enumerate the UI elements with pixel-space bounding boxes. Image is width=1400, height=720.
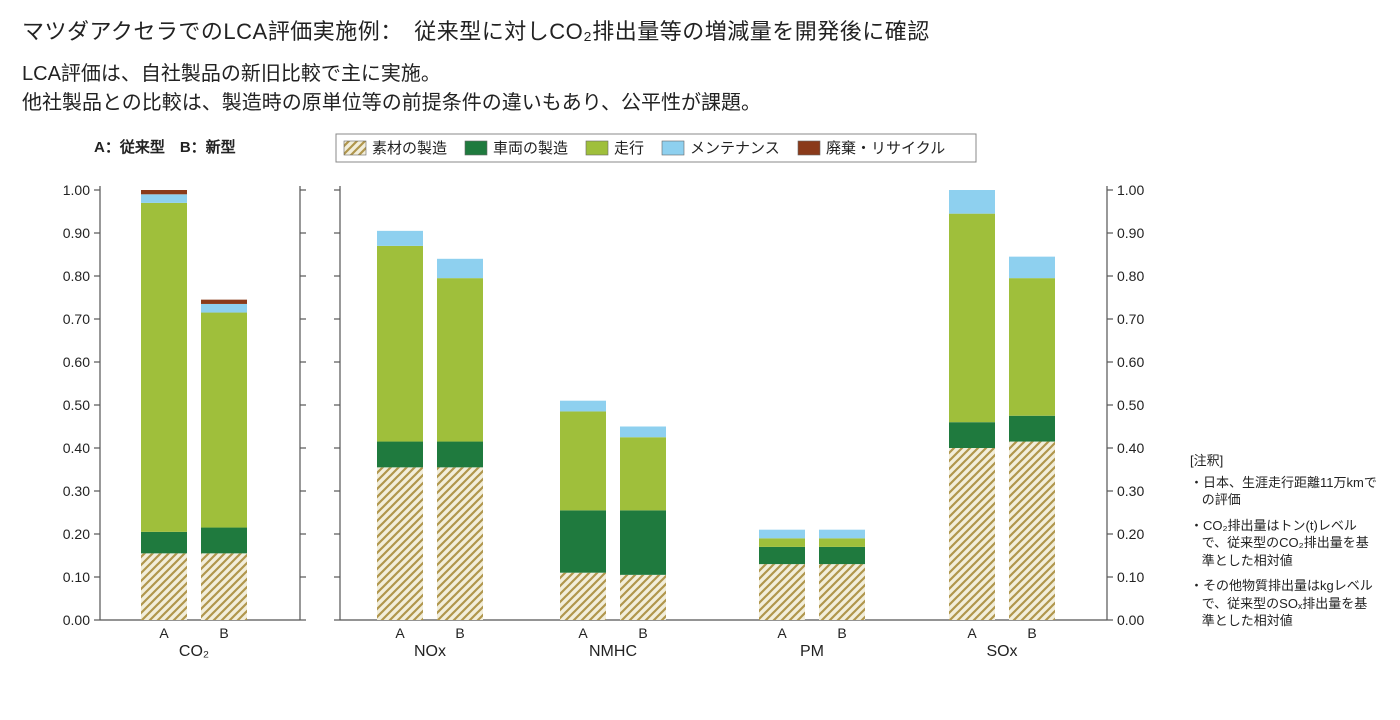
svg-text:NOx: NOx xyxy=(414,643,446,660)
svg-text:0.00: 0.00 xyxy=(63,612,90,628)
svg-text:0.10: 0.10 xyxy=(1117,569,1144,585)
svg-text:0.40: 0.40 xyxy=(63,440,90,456)
svg-text:A: A xyxy=(777,625,787,641)
svg-text:0.90: 0.90 xyxy=(63,225,90,241)
svg-text:A: A xyxy=(578,625,588,641)
svg-text:B: B xyxy=(638,625,647,641)
svg-text:PM: PM xyxy=(800,643,824,660)
svg-text:0.70: 0.70 xyxy=(1117,311,1144,327)
svg-text:0.00: 0.00 xyxy=(1117,612,1144,628)
page-title: マツダアクセラでのLCA評価実施例： 従来型に対しCO₂排出量等の増減量を開発後… xyxy=(22,14,1378,46)
chart-area: A：従来型 B：新型 素材の製造 車両の製造 走行 メンテナンス 廃棄・リサイクル 0.00… xyxy=(22,132,1182,672)
svg-text:1.00: 1.00 xyxy=(1117,182,1144,198)
page-subtitle: LCA評価は、自社製品の新旧比較で主に実施。 他社製品との比較は、製造時の原単位… xyxy=(22,60,1378,118)
notes-header: [注釈] xyxy=(1190,452,1378,470)
svg-text:B: B xyxy=(219,625,228,641)
svg-text:CO₂: CO₂ xyxy=(179,643,209,660)
svg-text:0.20: 0.20 xyxy=(1117,526,1144,542)
note-line: ・日本、生涯走行距離11万kmでの評価 xyxy=(1190,474,1378,509)
svg-text:A: A xyxy=(159,625,169,641)
svg-text:0.60: 0.60 xyxy=(63,354,90,370)
svg-text:A: A xyxy=(967,625,977,641)
svg-text:0.20: 0.20 xyxy=(63,526,90,542)
svg-text:0.60: 0.60 xyxy=(1117,354,1144,370)
svg-text:0.90: 0.90 xyxy=(1117,225,1144,241)
svg-text:0.10: 0.10 xyxy=(63,569,90,585)
lca-bar-chart: A：従来型 B：新型 素材の製造 車両の製造 走行 メンテナンス 廃棄・リサイクル 0.00… xyxy=(22,132,1182,672)
note-line: ・その他物質排出量はkgレベルで、従来型のSOₓ排出量を基準とした相対値 xyxy=(1190,577,1378,630)
svg-text:SOx: SOx xyxy=(986,643,1017,660)
svg-text:車両の製造: 車両の製造 xyxy=(493,140,568,157)
svg-text:0.30: 0.30 xyxy=(63,483,90,499)
svg-text:廃棄・リサイクル: 廃棄・リサイクル xyxy=(826,139,945,157)
chart-notes: [注釈] ・日本、生涯走行距離11万kmでの評価 ・CO₂排出量はトン(t)レベ… xyxy=(1182,132,1378,638)
svg-text:A：従来型 B：新型: A：従来型 B：新型 xyxy=(94,138,236,156)
svg-text:0.50: 0.50 xyxy=(1117,397,1144,413)
svg-text:1.00: 1.00 xyxy=(63,182,90,198)
svg-text:0.80: 0.80 xyxy=(63,268,90,284)
svg-text:メンテナンス: メンテナンス xyxy=(690,140,780,157)
svg-text:走行: 走行 xyxy=(614,140,644,157)
svg-text:B: B xyxy=(455,625,464,641)
svg-text:0.40: 0.40 xyxy=(1117,440,1144,456)
svg-text:0.30: 0.30 xyxy=(1117,483,1144,499)
svg-text:B: B xyxy=(837,625,846,641)
svg-text:NMHC: NMHC xyxy=(589,643,637,660)
svg-text:A: A xyxy=(395,625,405,641)
note-line: ・CO₂排出量はトン(t)レベルで、従来型のCO₂排出量を基準とした相対値 xyxy=(1190,517,1378,570)
svg-text:0.80: 0.80 xyxy=(1117,268,1144,284)
svg-text:B: B xyxy=(1027,625,1036,641)
svg-text:0.70: 0.70 xyxy=(63,311,90,327)
svg-text:0.50: 0.50 xyxy=(63,397,90,413)
svg-text:素材の製造: 素材の製造 xyxy=(372,140,447,157)
